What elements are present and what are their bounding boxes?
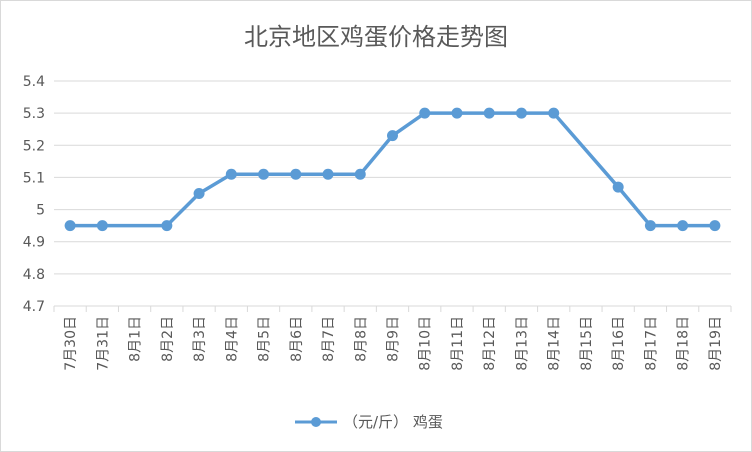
y-tick-label: 5.1 [23, 170, 45, 186]
x-tick-label: 8月4日 [224, 316, 240, 362]
y-tick-label: 5.4 [23, 74, 45, 90]
chart-title: 北京地区鸡蛋价格走势图 [244, 23, 508, 51]
data-point [483, 107, 495, 119]
data-point [515, 107, 527, 119]
x-tick-label: 8月12日 [482, 316, 498, 371]
x-tick-label: 8月11日 [450, 316, 466, 371]
x-tick-label: 8月17日 [643, 316, 659, 371]
data-point [161, 220, 173, 232]
y-tick-label: 4.8 [23, 267, 45, 283]
x-tick-label: 7月30日 [63, 316, 79, 371]
y-tick-label: 5.2 [23, 138, 45, 154]
legend-marker [311, 417, 321, 427]
x-axis-ticks: 7月30日 7月31日 8月1日 8月2日 8月3日 8月4日 8月5日 8月6日 8月7日 8月… [63, 316, 724, 371]
x-tick-label: 8月8日 [353, 316, 369, 362]
data-point [193, 188, 205, 199]
data-point [677, 220, 689, 232]
x-tick-label: 8月1日 [128, 316, 144, 362]
x-tick-label: 8月7日 [321, 316, 337, 362]
x-tick-label: 8月10日 [418, 316, 434, 371]
y-tick-label: 4.9 [23, 235, 45, 251]
data-point [419, 107, 431, 119]
legend-label: （元/斤） 鸡蛋 [343, 413, 443, 431]
x-axis [53, 305, 732, 312]
data-point [322, 168, 334, 180]
data-point [96, 220, 108, 232]
x-tick-label: 8月19日 [708, 316, 724, 371]
y-axis-ticks: 4.7 4.8 4.9 5 5.1 5.2 5.3 5.4 [23, 74, 45, 315]
x-tick-label: 8月9日 [386, 316, 402, 362]
x-tick-label: 8月15日 [579, 316, 595, 371]
grid-lines [54, 80, 731, 275]
y-tick-label: 5.3 [23, 106, 45, 122]
x-tick-label: 8月18日 [676, 316, 692, 371]
data-point [387, 130, 398, 142]
data-point [225, 168, 237, 180]
x-tick-label: 7月31日 [95, 316, 111, 371]
x-tick-label: 8月2日 [160, 316, 176, 362]
data-point [548, 107, 560, 119]
data-point [451, 107, 463, 119]
data-point [644, 220, 656, 232]
x-tick-label: 8月14日 [547, 316, 563, 371]
x-tick-label: 8月6日 [289, 316, 305, 362]
data-point [709, 220, 721, 232]
y-tick-label: 5 [36, 203, 45, 219]
series-lines [64, 107, 721, 232]
x-tick-label: 8月3日 [192, 316, 208, 362]
series-line [70, 111, 715, 228]
data-point [64, 220, 76, 232]
data-point [258, 168, 270, 180]
y-tick-label: 4.7 [23, 299, 45, 315]
x-tick-label: 8月5日 [257, 316, 273, 362]
x-tick-label: 8月13日 [514, 316, 530, 371]
data-point [612, 181, 624, 193]
data-point [354, 168, 366, 180]
x-tick-label: 8月16日 [611, 316, 627, 371]
legend: （元/斤） 鸡蛋 [295, 413, 443, 431]
data-point [290, 168, 302, 180]
